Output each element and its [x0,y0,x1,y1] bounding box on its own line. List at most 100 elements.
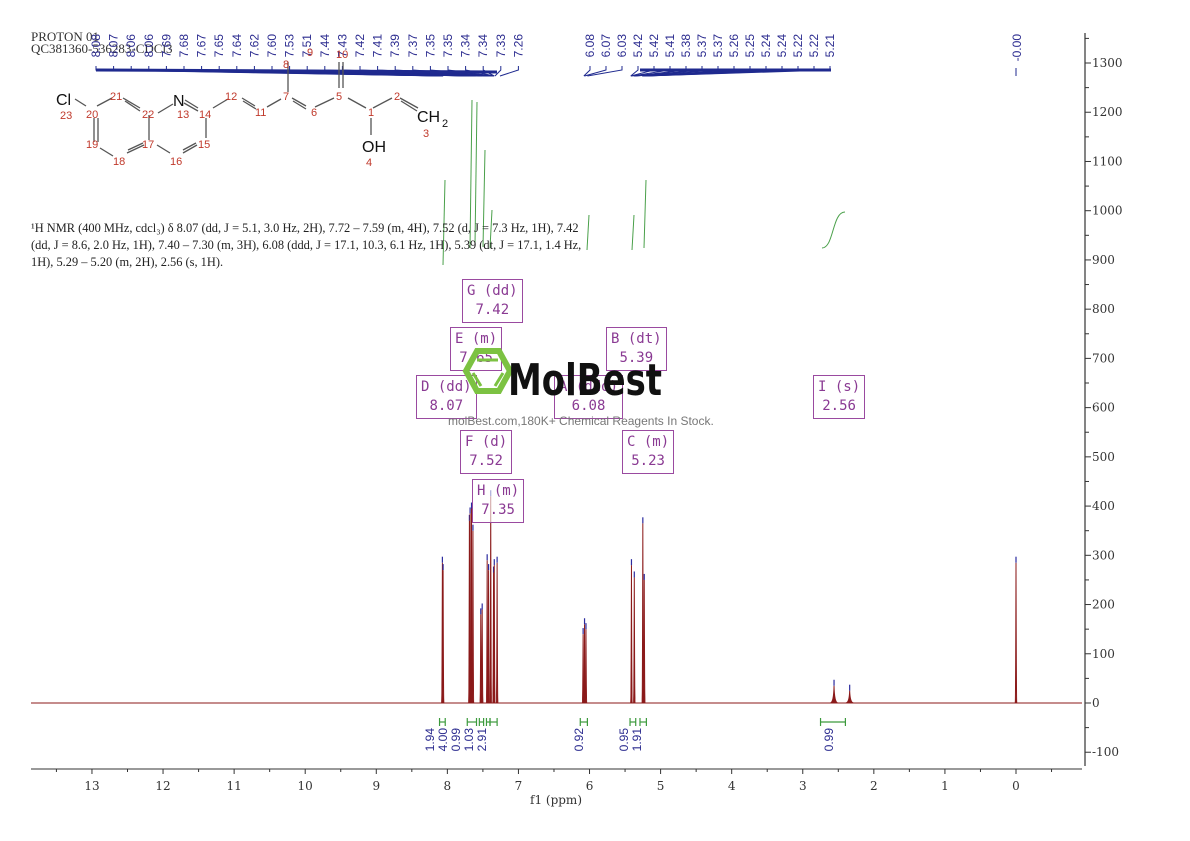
multiplet-label: E (m) [455,331,498,347]
integral-value: 2.91 [475,728,489,752]
multiplet-label: D (dd) [421,379,472,395]
watermark-tagline: molBest.com,180K+ Chemical Reagents In S… [448,414,714,428]
x-tick-label: 8 [444,779,452,793]
svg-text:22: 22 [142,109,154,121]
svg-text:N: N [173,93,185,110]
peak-shift-label: 6.08 [583,34,597,58]
svg-text:17: 17 [142,139,154,151]
peak-shift-label: 5.25 [743,34,757,58]
peak-shift-label: 8.06 [124,34,138,58]
spectrum-peak [495,562,499,704]
peak-shift-label: 5.37 [695,34,709,58]
y-tick-label: 800 [1092,302,1115,316]
multiplet-shift: 7.35 [481,502,515,518]
peak-shift-label: 6.07 [599,34,613,58]
multiplet-box-i: I (s) 2.56 [813,375,866,419]
svg-text:CH: CH [417,109,440,126]
svg-text:5: 5 [336,91,342,103]
multiplet-box-b: B (dt) 5.39 [606,327,667,371]
peak-shift-label: 5.42 [631,34,645,58]
peak-shift-label: 7.41 [371,34,385,58]
multiplet-label: I (s) [818,379,861,395]
peak-shift-label: 5.22 [791,34,805,58]
spectrum-peak [632,577,636,704]
x-tick-label: 4 [728,779,736,793]
x-tick-label: 10 [298,779,313,793]
svg-text:3: 3 [423,128,429,140]
peak-shift-label: 7.65 [212,34,226,58]
peak-shift-label: -0.00 [1010,34,1024,62]
y-tick-label: 1100 [1092,154,1123,168]
integral-curves [442,99,846,266]
svg-text:18: 18 [113,156,125,168]
y-tick-label: 0 [1092,696,1100,710]
svg-text:2: 2 [442,118,448,130]
peak-shift-label: 5.26 [727,34,741,58]
y-tick-label: 100 [1092,647,1115,661]
spectrum-peak [1014,562,1018,704]
peak-shift-label: 7.26 [511,34,525,58]
peak-labels: 8.08 8.07 8.06 8.06 7.69 7.68 7.67 7.65 7.64 7.62… [89,34,1024,62]
peak-shift-label: 5.21 [823,34,837,58]
peak-shift-label: 7.37 [406,34,420,58]
peak-shift-label: 7.39 [388,34,402,58]
peak-shift-label: 7.44 [318,34,332,58]
peak-shift-label: 5.22 [807,34,821,58]
peak-shift-label: 5.38 [679,34,693,58]
integral-value: 1.94 [423,728,437,752]
y-tick-label: 500 [1092,450,1115,464]
multiplet-label: G (dd) [467,283,518,299]
x-tick-label: 2 [870,779,878,793]
x-tick-label: 1 [941,779,949,793]
y-tick-label: 1300 [1092,56,1123,70]
peak-shift-label: 7.60 [265,34,279,58]
peak-shift-label: 5.41 [663,34,677,58]
y-axis: -100 0 100 200 300 400 500 600 700 800 900 1000 1100… [1084,33,1123,766]
multiplet-box-a: A (ddd) 6.08 [554,375,624,419]
svg-text:20: 20 [86,109,98,121]
spectrum-peak [845,690,854,704]
multiplet-label: F (d) [465,434,508,450]
svg-text:4: 4 [366,157,372,169]
multiplet-box-g: G (dd) 7.42 [462,279,523,323]
integral-value: 0.99 [449,728,463,752]
nmr-description: ¹H NMR (400 MHz, cdcl₃) δ 8.07 (dd, J = … [31,221,582,269]
y-tick-label: 600 [1092,401,1115,415]
y-tick-label: 700 [1092,351,1115,365]
integral-value: 0.99 [822,728,836,752]
spectrum-peaks [440,490,1018,704]
peak-shift-label: 7.35 [423,34,437,58]
x-tick-label: 12 [155,779,170,793]
svg-text:21: 21 [110,91,122,103]
peak-shift-label: 6.03 [615,34,629,58]
svg-text:OH: OH [362,139,386,156]
peak-shift-label: 7.34 [459,34,473,58]
peak-shift-label: 7.62 [247,34,261,58]
header-line2: QC381360-536283-CDCl3 [31,41,173,56]
integral-value: 0.92 [572,728,586,752]
integral-value: 1.03 [462,728,476,752]
svg-text:11: 11 [255,107,266,119]
multiplet-shift: 6.08 [571,398,606,414]
svg-text:10: 10 [336,49,348,61]
molbest-watermark: MolBest [462,348,662,401]
y-tick-label: -100 [1092,745,1119,759]
multiplet-box-h: H (m) 7.35 [472,479,525,523]
integral-value: 0.95 [617,728,631,752]
multiplet-box-c: C (m) 5.23 [622,430,675,474]
multiplet-shift: 2.56 [822,398,856,414]
multiplet-shift: 8.07 [429,398,464,414]
peak-shift-label: 5.24 [775,34,789,58]
x-tick-label: 11 [226,779,241,793]
svg-text:9: 9 [307,47,313,59]
svg-text:7: 7 [283,91,289,103]
multiplet-shift: 5.23 [631,453,665,469]
svg-text:12: 12 [225,91,237,103]
y-tick-label: 900 [1092,253,1115,267]
x-tick-label: 5 [657,779,665,793]
peak-shift-label: 8.07 [107,34,121,58]
peak-shift-label: 5.42 [647,34,661,58]
peak-shift-label: 7.68 [177,34,191,58]
